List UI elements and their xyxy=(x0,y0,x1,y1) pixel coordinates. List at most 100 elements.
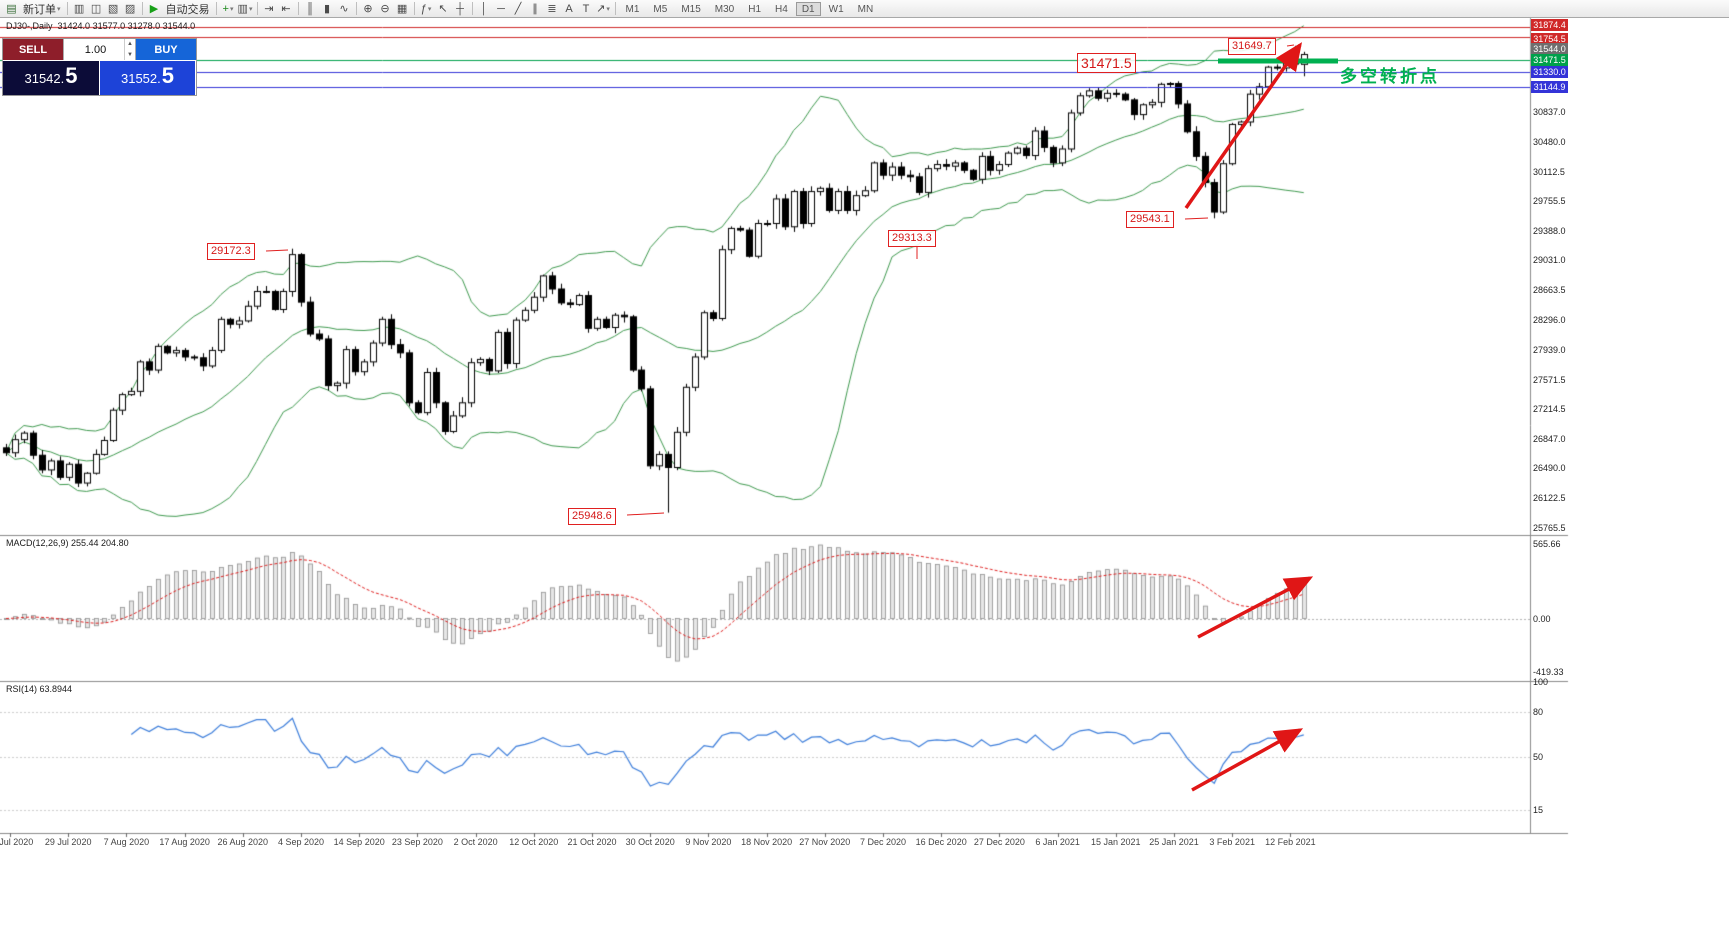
text-icon[interactable]: A xyxy=(561,1,578,16)
timeframe-m1[interactable]: M1 xyxy=(625,3,640,15)
candlestick-chart-icon-glyph: ▮ xyxy=(323,3,331,15)
timeframe-m15[interactable]: M15 xyxy=(681,3,701,15)
channel-icon[interactable]: ∥ xyxy=(527,1,544,16)
text-label-icon-glyph: T xyxy=(582,2,590,15)
auto-scroll-icon-glyph: ⇤ xyxy=(281,3,291,15)
dropdown-arrow-icon: ▾ xyxy=(606,5,610,13)
timeframe-h1[interactable]: H1 xyxy=(748,3,762,15)
volume-input[interactable] xyxy=(64,39,135,60)
timeframe-h4[interactable]: H4 xyxy=(775,3,788,15)
autotrading-button-glyph: 自动交易 xyxy=(165,3,210,16)
sell-price[interactable]: 31542. 5 xyxy=(3,60,99,95)
toolbar-separator xyxy=(215,2,217,15)
new-chart-icon-glyph: + xyxy=(222,2,229,15)
arrows-tool-icon-glyph: ↗ xyxy=(596,3,606,15)
zoom-out-icon[interactable]: ⊖ xyxy=(377,1,394,16)
volume-spinner: ▲ ▼ xyxy=(124,39,135,60)
buy-price-main: 31552. xyxy=(120,71,161,86)
market-watch-icon[interactable]: ▥ xyxy=(71,1,88,16)
zoom-in-icon-glyph: ⊕ xyxy=(363,3,373,15)
terminal-icon[interactable]: ▨ xyxy=(122,1,139,16)
chart-shift-icon[interactable]: ⇥ xyxy=(261,1,278,16)
dropdown-arrow-icon: ▾ xyxy=(57,5,61,13)
sell-price-pip: 5 xyxy=(65,63,78,88)
timeframe-w1[interactable]: W1 xyxy=(828,3,844,15)
data-window-icon-glyph: ◫ xyxy=(90,3,102,15)
timeframe-m30[interactable]: M30 xyxy=(714,3,735,15)
chart-shift-icon-glyph: ⇥ xyxy=(264,3,274,15)
text-icon-glyph: A xyxy=(565,2,573,15)
indicators-icon-glyph: ƒ xyxy=(420,2,427,15)
new-order-icon[interactable]: ▤ xyxy=(3,1,20,16)
terminal-icon-glyph: ▨ xyxy=(124,3,136,15)
timeframe-m5[interactable]: M5 xyxy=(653,3,668,15)
new-order-button-glyph: 新订单 xyxy=(23,3,56,16)
timeframe-d1[interactable]: D1 xyxy=(795,1,821,16)
horizontal-line-icon[interactable]: ─ xyxy=(493,1,510,16)
buy-price-pip: 5 xyxy=(161,63,174,88)
new-order-button[interactable]: 新订单 ▾ xyxy=(20,1,64,16)
autotrading-icon[interactable]: ▶ xyxy=(146,1,163,16)
volume-down-icon[interactable]: ▼ xyxy=(127,51,133,58)
new-order-icon-glyph: ▤ xyxy=(6,3,17,15)
profiles-icon-glyph: ▥ xyxy=(237,3,248,15)
toolbar: ▤ 新订单 ▾ ▥ ◫ ▧ ▨ ▶ 自动交易 + ▾ ▥ ▾ ⇥ ⇤ ║ ▮ ∿ ⊕ ⊖ ▦ ƒ ▾ ↖ ┼ │ ─ ╱ ∥ ≣ A T ↗ ▾ M… xyxy=(0,0,1729,18)
one-click-trading-panel: SELL ▲ ▼ BUY 31542.5 31552.5 xyxy=(2,38,197,96)
toolbar-separator xyxy=(355,2,357,15)
arrows-tool-icon[interactable]: ↗ ▾ xyxy=(595,1,612,16)
auto-scroll-icon[interactable]: ⇤ xyxy=(278,1,295,16)
trendline-icon[interactable]: ╱ xyxy=(510,1,527,16)
toolbar-separator xyxy=(141,2,143,15)
text-label-icon[interactable]: T xyxy=(578,1,595,16)
new-chart-icon[interactable]: + ▾ xyxy=(220,1,237,16)
data-window-icon[interactable]: ◫ xyxy=(88,1,105,16)
profiles-icon[interactable]: ▥ ▾ xyxy=(237,1,254,16)
vertical-line-icon[interactable]: │ xyxy=(476,1,493,16)
buy-price[interactable]: 31552. 5 xyxy=(99,60,195,95)
candlestick-chart-icon[interactable]: ▮ xyxy=(319,1,336,16)
bar-chart-icon-glyph: ║ xyxy=(306,2,314,15)
timeframe-mn[interactable]: MN xyxy=(857,3,874,15)
cursor-icon[interactable]: ↖ xyxy=(435,1,452,16)
toolbar-separator xyxy=(413,2,415,15)
channel-icon-glyph: ∥ xyxy=(532,3,538,15)
crosshair-icon-glyph: ┼ xyxy=(456,2,464,15)
vertical-line-icon-glyph: │ xyxy=(480,2,488,15)
fibonacci-icon[interactable]: ≣ xyxy=(544,1,561,16)
trade-panel-top-row: SELL ▲ ▼ BUY xyxy=(3,39,196,60)
sell-price-main: 31542. xyxy=(24,71,65,86)
tile-windows-icon-glyph: ▦ xyxy=(396,3,408,15)
navigator-icon[interactable]: ▧ xyxy=(105,1,122,16)
dropdown-arrow-icon: ▾ xyxy=(427,5,432,13)
tile-windows-icon[interactable]: ▦ xyxy=(394,1,411,16)
line-chart-icon[interactable]: ∿ xyxy=(336,1,353,16)
navigator-icon-glyph: ▧ xyxy=(107,3,119,15)
trendline-icon-glyph: ╱ xyxy=(514,3,522,15)
cursor-icon-glyph: ↖ xyxy=(438,3,448,15)
toolbar-separator xyxy=(471,2,473,15)
toolbar-separator xyxy=(297,2,299,15)
fibonacci-icon-glyph: ≣ xyxy=(547,3,557,15)
line-chart-icon-glyph: ∿ xyxy=(339,3,349,15)
zoom-out-icon-glyph: ⊖ xyxy=(380,3,390,15)
zoom-in-icon[interactable]: ⊕ xyxy=(360,1,377,16)
autotrading-button[interactable]: 自动交易 xyxy=(163,1,213,16)
dropdown-arrow-icon: ▾ xyxy=(248,5,253,13)
sell-button[interactable]: SELL xyxy=(3,39,63,60)
toolbar-separator xyxy=(614,2,616,15)
trade-panel-price-row: 31542. 5 31552. 5 xyxy=(3,60,196,95)
indicators-icon[interactable]: ƒ ▾ xyxy=(418,1,435,16)
volume-field: ▲ ▼ xyxy=(63,39,136,60)
horizontal-line-icon-glyph: ─ xyxy=(497,2,505,15)
autotrading-icon-glyph: ▶ xyxy=(149,3,159,15)
dropdown-arrow-icon: ▾ xyxy=(229,5,234,13)
bar-chart-icon[interactable]: ║ xyxy=(302,1,319,16)
toolbar-separator xyxy=(66,2,68,15)
crosshair-icon[interactable]: ┼ xyxy=(452,1,469,16)
volume-up-icon[interactable]: ▲ xyxy=(127,41,133,47)
market-watch-icon-glyph: ▥ xyxy=(73,3,85,15)
toolbar-separator xyxy=(256,2,258,15)
buy-button[interactable]: BUY xyxy=(136,39,196,60)
